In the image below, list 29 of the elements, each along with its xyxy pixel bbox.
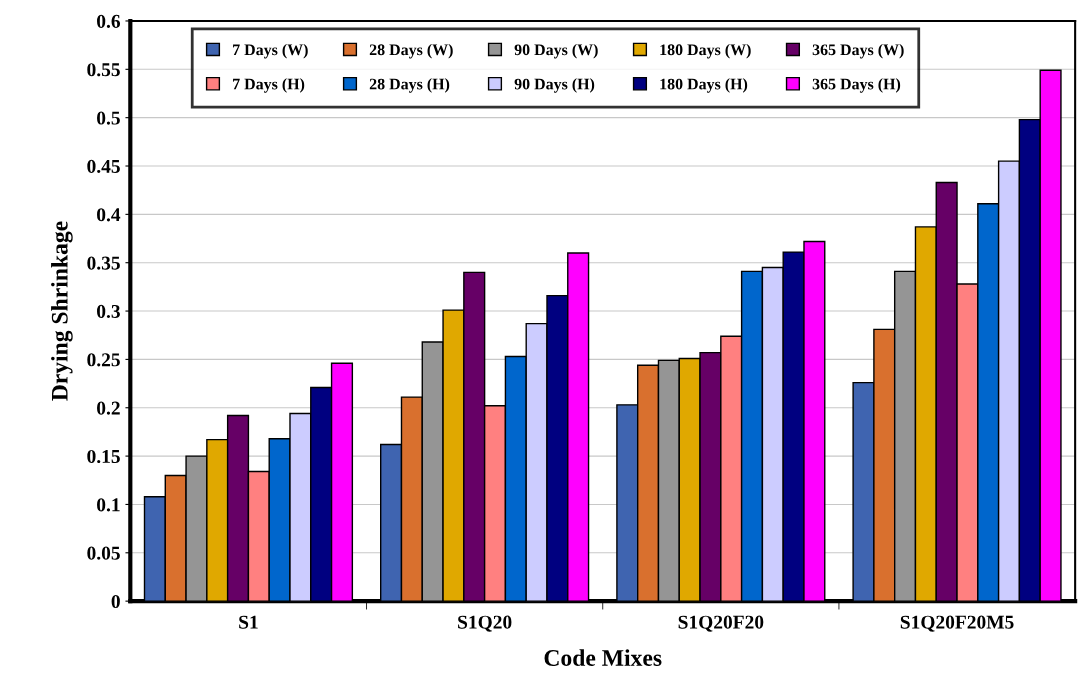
y-tick-label: 0 [111,594,120,609]
y-tick-label: 0.3 [97,304,120,319]
y-tick-label: 0.55 [87,63,120,77]
y-tick-label: 0.15 [87,449,120,464]
y-tick-label: 0.1 [97,498,120,512]
y-tick-label: 0.2 [97,401,120,415]
y-axis-title: Drying Shrinkage [51,221,73,401]
x-tick-label: S1Q20F20M5 [900,615,1014,632]
y-tick-label: 0.4 [97,208,121,222]
y-tick-label: 0.25 [87,353,120,367]
legend-label: 90 Days (H) [514,78,595,93]
legend-label: 180 Days (H) [660,78,748,93]
x-tick-label: S1Q20F20 [678,615,764,632]
legend-label: 365 Days (W) [812,43,904,59]
legend-label: 365 Days (H) [812,78,901,93]
y-tick-label: 0.35 [87,256,120,270]
x-axis-title: Code Mixes [544,649,662,666]
y-tick-label: 0.45 [87,159,120,174]
legend-label: 7 Days (H) [233,78,305,93]
legend-label: 180 Days (W) [660,43,751,59]
y-tick-label: 0.5 [97,111,120,125]
legend-label: 7 Days (W) [233,43,308,59]
legend-label: 90 Days (W) [514,43,598,59]
y-tick-label: 0.6 [97,14,121,28]
legend-label: 28 Days (W) [369,43,453,59]
x-tick-label: S1 [239,615,258,629]
legend-label: 28 Days (H) [369,78,450,93]
y-tick-label: 0.05 [87,546,120,560]
x-tick-label: S1Q20 [458,615,512,632]
